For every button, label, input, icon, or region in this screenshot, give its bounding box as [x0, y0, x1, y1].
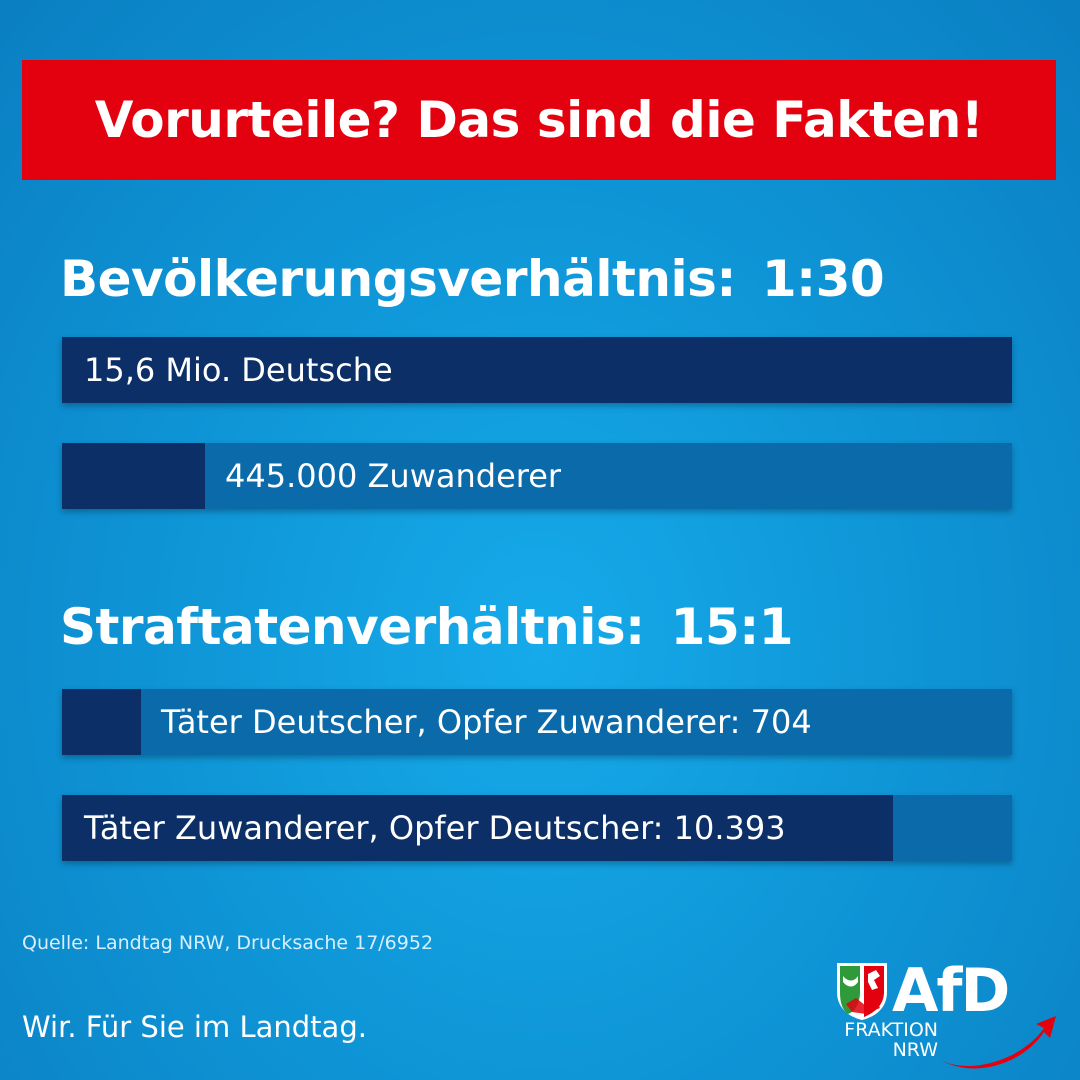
bar-fill	[62, 443, 205, 509]
headline-title: Vorurteile? Das sind die Fakten!	[94, 91, 984, 149]
afd-wordmark: AfD	[892, 956, 1010, 1026]
bar-zuwanderer: 445.000 Zuwanderer	[62, 443, 1012, 509]
population-ratio: 1:30	[761, 250, 885, 308]
bar-deutsche: 15,6 Mio. Deutsche	[62, 337, 1012, 403]
crime-ratio: 15:1	[670, 598, 794, 656]
bar-label: Täter Zuwanderer, Opfer Deutscher: 10.39…	[84, 809, 786, 847]
bar-fill	[62, 689, 141, 755]
population-heading-label: Bevölkerungsverhältnis:	[60, 250, 736, 308]
bar-label: Täter Deutscher, Opfer Zuwanderer: 704	[161, 703, 812, 741]
bar-taeter-deutscher: Täter Deutscher, Opfer Zuwanderer: 704	[62, 689, 1012, 755]
crime-heading-label: Straftatenverhältnis:	[60, 598, 645, 656]
population-heading: Bevölkerungsverhältnis: 1:30	[60, 250, 885, 308]
bar-label: 445.000 Zuwanderer	[225, 457, 562, 495]
afd-fraktion-logo: AfD FRAKTION NRW	[832, 956, 1062, 1069]
fraktion-label: FRAKTION NRW	[834, 1020, 938, 1060]
source-note: Quelle: Landtag NRW, Drucksache 17/6952	[22, 932, 434, 954]
nrw-coat-of-arms-icon	[837, 963, 887, 1020]
red-arrow-swoosh-icon	[940, 1016, 1056, 1069]
bar-taeter-zuwanderer: Täter Zuwanderer, Opfer Deutscher: 10.39…	[62, 795, 1012, 861]
nrw-line: NRW	[892, 1039, 938, 1061]
bar-label: 15,6 Mio. Deutsche	[84, 351, 393, 389]
crime-heading: Straftatenverhältnis: 15:1	[60, 598, 794, 656]
bar-fill	[62, 795, 893, 861]
slogan: Wir. Für Sie im Landtag.	[22, 1010, 367, 1044]
bar-fill	[62, 337, 1012, 403]
headline-banner: Vorurteile? Das sind die Fakten!	[22, 60, 1056, 180]
fraktion-line: FRAKTION	[844, 1019, 938, 1041]
